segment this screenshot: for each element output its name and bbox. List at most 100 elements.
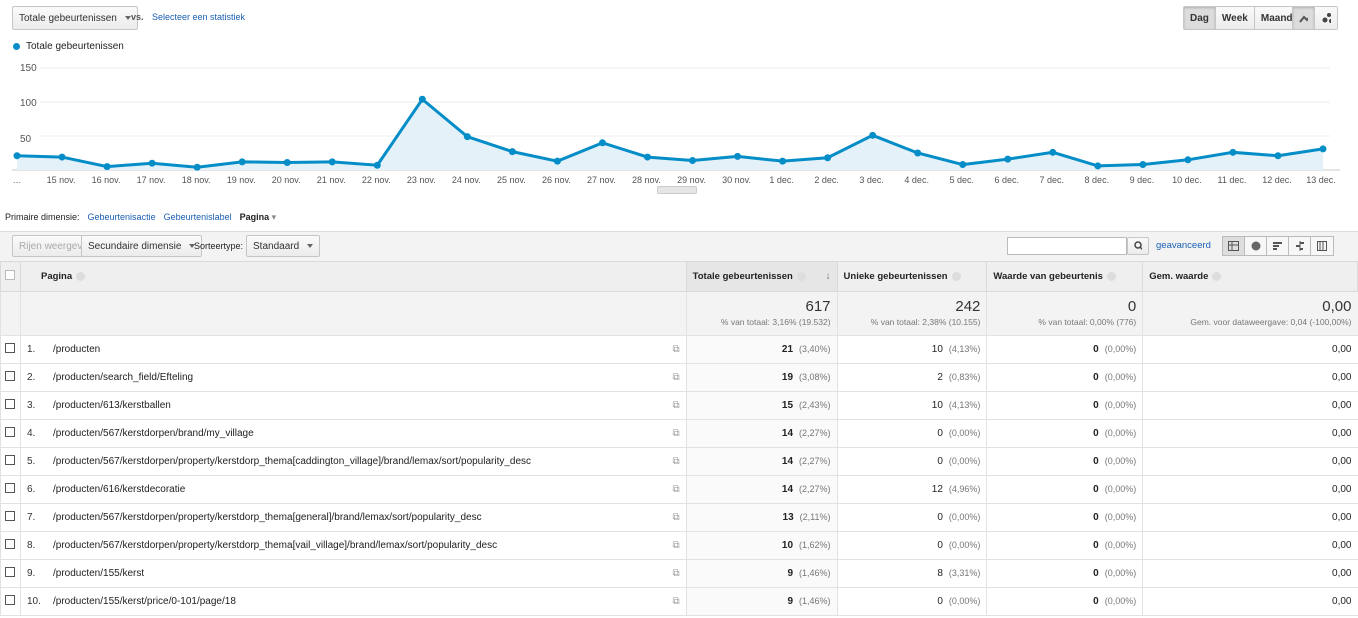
column-header-unique-events[interactable]: Unieke gebeurtenissen bbox=[836, 261, 988, 292]
data-point[interactable] bbox=[643, 153, 651, 161]
dimension-page-active[interactable]: Pagina ▾ bbox=[240, 212, 277, 223]
open-page-icon[interactable]: ⧉ bbox=[672, 484, 680, 495]
table-row[interactable]: 10. /producten/155/kerst/price/0-101/page… bbox=[0, 587, 1358, 616]
row-checkbox[interactable] bbox=[5, 539, 15, 549]
data-point[interactable] bbox=[959, 161, 967, 169]
column-header-event-value[interactable]: Waarde van gebeurtenis bbox=[986, 261, 1144, 292]
data-point[interactable] bbox=[1049, 148, 1057, 156]
page-link[interactable]: /producten bbox=[52, 344, 101, 355]
page-link[interactable]: /producten/search_field/Efteling bbox=[52, 372, 194, 383]
table-row[interactable]: 3. /producten/613/kerstballen ⧉ 15 (2,43%) 10… bbox=[0, 391, 1358, 420]
table-row[interactable]: 7. /producten/567/kerstdorpen/property/ke… bbox=[0, 503, 1358, 532]
column-header-avg-value[interactable]: Gem. waarde bbox=[1142, 261, 1358, 292]
data-point[interactable] bbox=[58, 153, 66, 161]
open-page-icon[interactable]: ⧉ bbox=[672, 512, 680, 523]
performance-view-icon[interactable] bbox=[1267, 237, 1289, 255]
data-point[interactable] bbox=[1139, 161, 1147, 169]
data-point[interactable] bbox=[148, 159, 156, 167]
data-point[interactable] bbox=[193, 163, 201, 171]
metric-select[interactable]: Totale gebeurtenissen bbox=[12, 6, 138, 30]
help-icon[interactable] bbox=[76, 271, 86, 281]
row-checkbox[interactable] bbox=[5, 427, 15, 437]
compare-metric-link[interactable]: Selecteer een statistiek bbox=[152, 12, 246, 22]
data-point[interactable] bbox=[238, 158, 246, 166]
data-point[interactable] bbox=[553, 157, 561, 165]
row-checkbox[interactable] bbox=[5, 371, 15, 381]
help-icon[interactable] bbox=[1212, 271, 1222, 281]
page-link[interactable]: /producten/155/kerst bbox=[52, 568, 145, 579]
page-link[interactable]: /producten/567/kerstdorpen/property/kers… bbox=[52, 456, 532, 467]
data-point[interactable] bbox=[869, 131, 877, 139]
data-point[interactable] bbox=[1229, 148, 1237, 156]
open-page-icon[interactable]: ⧉ bbox=[672, 372, 680, 383]
data-point[interactable] bbox=[13, 152, 21, 160]
open-page-icon[interactable]: ⧉ bbox=[672, 344, 680, 355]
row-checkbox[interactable] bbox=[5, 399, 15, 409]
data-point[interactable] bbox=[734, 152, 742, 160]
open-page-icon[interactable]: ⧉ bbox=[672, 400, 680, 411]
table-row[interactable]: 4. /producten/567/kerstdorpen/brand/my_vi… bbox=[0, 419, 1358, 448]
page-link[interactable]: /producten/567/kerstdorpen/property/kers… bbox=[52, 540, 498, 551]
column-header-total-events[interactable]: Totale gebeurtenissen ↓ bbox=[685, 261, 838, 292]
row-checkbox[interactable] bbox=[5, 455, 15, 465]
data-point[interactable] bbox=[328, 158, 336, 166]
help-icon[interactable] bbox=[1106, 271, 1116, 281]
data-point[interactable] bbox=[1004, 155, 1012, 163]
line-chart-icon[interactable] bbox=[1293, 7, 1315, 29]
column-header-page[interactable]: Pagina bbox=[19, 261, 687, 292]
period-month-button[interactable]: Maand bbox=[1254, 7, 1299, 29]
page-link[interactable]: /producten/155/kerst/price/0-101/page/18 bbox=[52, 596, 236, 607]
data-point[interactable] bbox=[914, 149, 922, 157]
select-all-checkbox[interactable] bbox=[5, 270, 15, 280]
dimension-event-action[interactable]: Gebeurtenisactie bbox=[87, 212, 156, 222]
table-row[interactable]: 9. /producten/155/kerst ⧉ 9 (1,46%) 8 (3,31%) 0… bbox=[0, 559, 1358, 588]
advanced-filter-link[interactable]: geavanceerd bbox=[1156, 240, 1211, 251]
pivot-view-icon[interactable] bbox=[1311, 237, 1333, 255]
comparison-view-icon[interactable] bbox=[1289, 237, 1311, 255]
data-point[interactable] bbox=[1094, 162, 1102, 170]
data-point[interactable] bbox=[373, 161, 381, 169]
data-point[interactable] bbox=[508, 148, 516, 156]
period-week-button[interactable]: Week bbox=[1215, 7, 1255, 29]
data-point[interactable] bbox=[1184, 156, 1192, 164]
row-checkbox[interactable] bbox=[5, 595, 15, 605]
table-search-input[interactable] bbox=[1007, 237, 1127, 255]
data-point[interactable] bbox=[689, 156, 697, 164]
data-point[interactable] bbox=[824, 154, 832, 162]
dimension-event-label[interactable]: Gebeurtenislabel bbox=[163, 212, 232, 222]
table-row[interactable]: 6. /producten/616/kerstdecoratie ⧉ 14 (2,27%… bbox=[0, 475, 1358, 504]
open-page-icon[interactable]: ⧉ bbox=[672, 456, 680, 467]
pie-view-icon[interactable] bbox=[1245, 237, 1267, 255]
page-link[interactable]: /producten/613/kerstballen bbox=[52, 400, 171, 411]
table-view-icon[interactable] bbox=[1223, 237, 1245, 255]
motion-chart-icon[interactable] bbox=[1315, 7, 1337, 29]
chart-resize-handle[interactable] bbox=[657, 186, 697, 194]
table-row[interactable]: 8. /producten/567/kerstdorpen/property/ke… bbox=[0, 531, 1358, 560]
row-checkbox[interactable] bbox=[5, 483, 15, 493]
help-icon[interactable] bbox=[796, 271, 806, 281]
data-point[interactable] bbox=[103, 163, 111, 171]
table-row[interactable]: 5. /producten/567/kerstdorpen/property/ke… bbox=[0, 447, 1358, 476]
data-point[interactable] bbox=[418, 95, 426, 103]
search-icon[interactable] bbox=[1127, 237, 1149, 255]
page-link[interactable]: /producten/616/kerstdecoratie bbox=[52, 484, 186, 495]
sort-type-select[interactable]: Standaard bbox=[246, 235, 321, 257]
legend-label[interactable]: Totale gebeurtenissen bbox=[26, 41, 124, 52]
table-row[interactable]: 2. /producten/search_field/Efteling ⧉ 19 (3,… bbox=[0, 363, 1358, 392]
page-link[interactable]: /producten/567/kerstdorpen/property/kers… bbox=[52, 512, 482, 523]
table-row[interactable]: 1./producten ⧉ 21 (3,40%) 10 (4,13%) 0 (0,00%) 0… bbox=[0, 335, 1358, 364]
data-point[interactable] bbox=[598, 139, 606, 147]
data-point[interactable] bbox=[1274, 152, 1282, 160]
row-checkbox[interactable] bbox=[5, 567, 15, 577]
help-icon[interactable] bbox=[951, 271, 961, 281]
data-point[interactable] bbox=[283, 159, 291, 167]
open-page-icon[interactable]: ⧉ bbox=[672, 540, 680, 551]
row-checkbox[interactable] bbox=[5, 511, 15, 521]
open-page-icon[interactable]: ⧉ bbox=[672, 428, 680, 439]
period-day-button[interactable]: Dag bbox=[1184, 7, 1216, 29]
data-point[interactable] bbox=[463, 133, 471, 141]
data-point[interactable] bbox=[779, 157, 787, 165]
page-link[interactable]: /producten/567/kerstdorpen/brand/my_vill… bbox=[52, 428, 254, 439]
row-checkbox[interactable] bbox=[5, 343, 15, 353]
data-point[interactable] bbox=[1319, 145, 1327, 153]
